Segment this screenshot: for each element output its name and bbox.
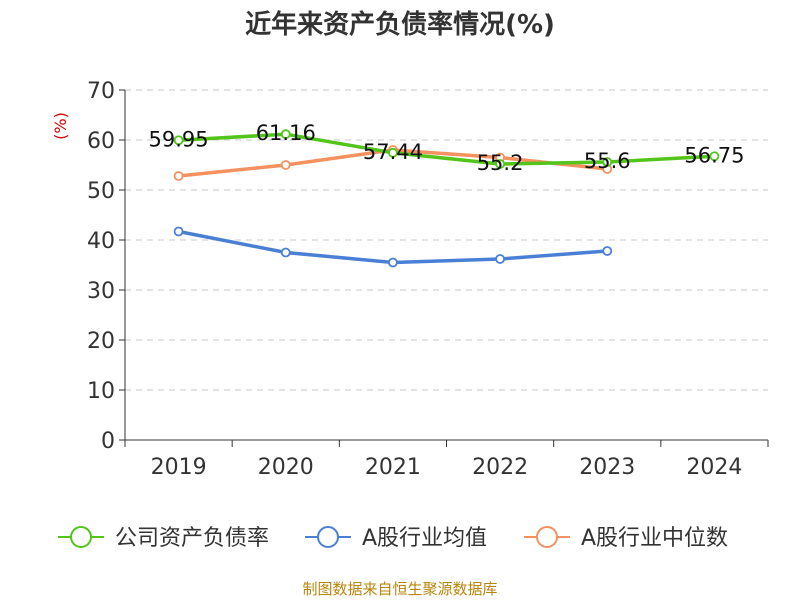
data-label-2020: 61.16 [256,121,316,145]
data-label-2019: 59.95 [149,127,209,151]
x-tick-label-2020: 2020 [258,455,314,480]
legend-label-1: A股行业均值 [362,526,487,551]
y-tick-label-70: 70 [87,79,115,104]
legend-marker-2 [536,526,558,548]
legend-label-0: 公司资产负债率 [115,526,269,551]
data-label-2024: 56.75 [684,143,744,167]
series-line-0 [176,132,717,166]
series-0-point-2019 [173,135,184,146]
x-tick-label-2019: 2019 [151,455,207,480]
y-tick-label-10: 10 [87,379,115,404]
y-tick-label-0: 0 [101,429,115,454]
series-0-point-2022 [495,159,505,169]
chart-title: 近年来资产负债率情况(%) [245,9,555,40]
data-label-2023: 55.6 [584,149,631,173]
axes [119,89,769,447]
series-1-point-2022 [495,254,505,264]
legend: 公司资产负债率 A股行业均值 A股行业中位数 [58,526,728,551]
y-tick-label-40: 40 [87,229,115,254]
data-label-2021: 57.44 [363,140,423,164]
series-0-point-2020 [280,129,291,140]
data-labels: 59.95 61.16 57.44 55.2 55.6 56.75 [149,121,745,175]
series-2-point-2020 [280,160,291,170]
series-2-point-2019 [173,171,184,181]
legend-marker-0 [70,526,92,548]
gridlines [125,89,768,391]
series-0-point-2021 [388,147,398,158]
series-1-point-2021 [388,257,398,268]
x-tick-label-2023: 2023 [579,455,635,480]
series-1-point-2019 [173,226,184,237]
y-tick-labels: 0 10 20 30 40 50 60 70 [87,79,115,454]
x-tick-labels: 2019 2020 2021 2022 2023 2024 [151,455,743,480]
series-0-point-2024 [709,151,720,162]
data-label-2022: 55.2 [477,151,524,175]
series-lines [173,129,720,268]
x-tick-label-2021: 2021 [365,455,421,480]
source-note: 制图数据来自恒生聚源数据库 [302,580,497,598]
y-tick-label-60: 60 [87,129,115,154]
legend-marker-1 [317,526,339,548]
y-tick-label-20: 20 [87,329,115,354]
y-tick-label-30: 30 [87,279,115,304]
x-tick-label-2024: 2024 [686,455,742,480]
series-1-point-2020 [280,247,291,258]
y-tick-label-50: 50 [87,179,115,204]
y-axis-unit: (%) [51,112,70,140]
series-0-point-2023 [602,157,613,167]
series-1-point-2023 [602,246,613,256]
x-tick-label-2022: 2022 [472,455,528,480]
legend-label-2: A股行业中位数 [581,526,728,551]
